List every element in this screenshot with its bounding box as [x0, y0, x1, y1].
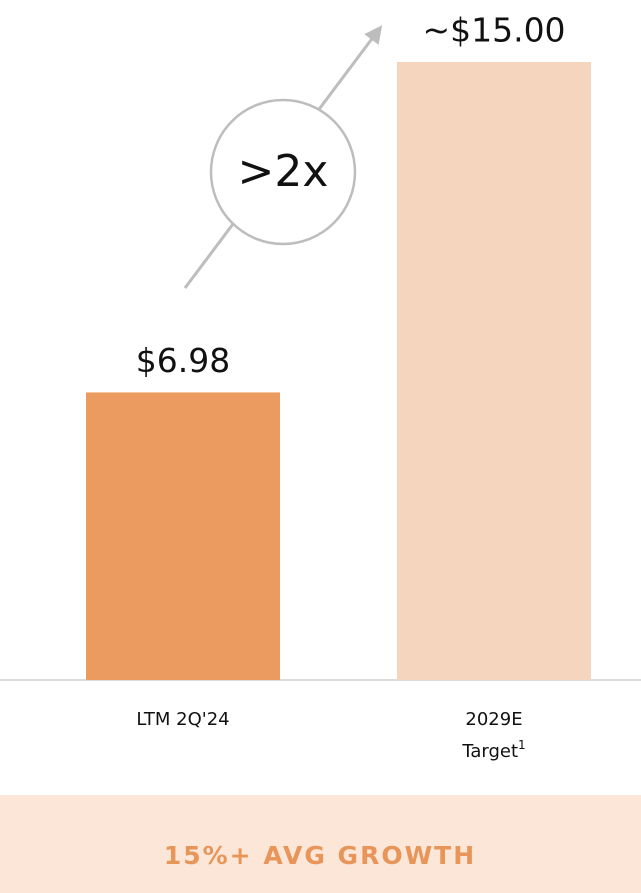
- value-label: $6.98: [136, 341, 230, 380]
- x-tick-label: 2029E Target1: [461, 709, 525, 762]
- annotation-circle: [209, 98, 357, 246]
- value-label: ~$15.00: [422, 11, 565, 50]
- x-tick-line: LTM 2Q'24: [136, 709, 229, 730]
- bar: [397, 62, 591, 680]
- footnote-mark: 1: [518, 738, 526, 752]
- bar: [86, 392, 280, 680]
- banner-bg: [0, 795, 641, 893]
- x-tick-label: LTM 2Q'24: [136, 709, 229, 730]
- annotation: >2x: [238, 146, 329, 197]
- x-tick-line: Target: [461, 741, 518, 762]
- banner: 15%+ AVG GROWTH: [164, 841, 476, 870]
- x-tick-line: 2029E: [465, 709, 522, 730]
